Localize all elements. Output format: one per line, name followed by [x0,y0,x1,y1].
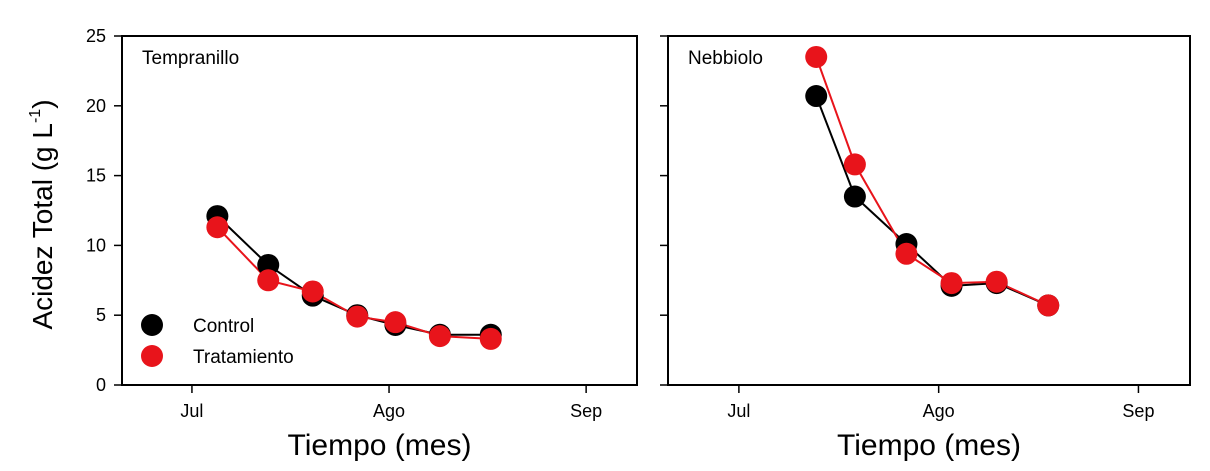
panel-title: Nebbiolo [688,48,763,69]
plot-frame [121,35,638,386]
y-tick-label: 25 [86,26,106,46]
chart-panel-2: Jul Ago Sep Nebbiolo Tiempo (mes) [660,35,1191,462]
y-tick-label: 5 [96,305,106,325]
data-point-control [843,185,866,208]
data-point-tratamiento [428,325,451,348]
y-tick-label: 20 [86,96,106,116]
x-axis-label: Tiempo (mes) [288,429,472,462]
x-tick-label: Sep [1122,401,1154,421]
legend-label: Tratamiento [193,347,294,368]
plot-frame [667,35,1191,386]
data-point-tratamiento [805,45,828,68]
data-point-control [805,85,828,108]
x-tick-label: Ago [373,401,405,421]
y-axis-label-sup: -1 [27,109,44,123]
chart-panel-1: 0 5 10 15 20 25 Jul Ago Sep Tempranillo Tiempo (me… [27,26,638,462]
legend-marker-tratamiento [141,345,163,367]
x-tick-label: Jul [180,401,203,421]
data-point-tratamiento [1037,294,1060,317]
x-tick-label: Jul [727,401,750,421]
y-tick-label: 0 [96,375,106,395]
data-point-control [257,253,280,276]
data-point-tratamiento [346,305,369,328]
data-point-tratamiento [479,327,502,350]
x-tick-label: Sep [570,401,602,421]
legend-label: Control [193,316,254,337]
data-point-tratamiento [384,311,407,334]
y-tick-label: 15 [86,166,106,186]
y-axis-label: Acidez Total (g L-1) [27,99,58,329]
y-tick-label: 10 [86,235,106,255]
data-point-tratamiento [843,153,866,176]
data-point-tratamiento [895,242,918,265]
y-axis-label-close: ) [27,99,58,108]
data-point-tratamiento [206,216,229,239]
data-point-tratamiento [985,270,1008,293]
y-axis-label-main: Acidez Total (g L [27,123,58,330]
data-point-tratamiento [940,272,963,295]
legend: Control Tratamiento [141,314,294,368]
data-point-tratamiento [301,280,324,303]
x-tick-label: Ago [923,401,955,421]
panel-title: Tempranillo [142,48,239,69]
x-axis-label: Tiempo (mes) [837,429,1021,462]
data-point-tratamiento [257,269,280,292]
legend-marker-control [141,314,163,336]
